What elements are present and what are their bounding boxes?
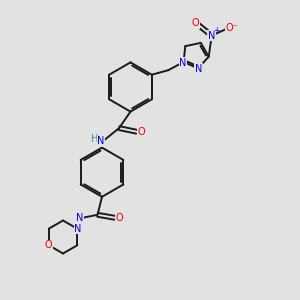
Text: N: N: [74, 224, 82, 234]
Text: O: O: [191, 18, 199, 28]
Text: O: O: [137, 127, 145, 137]
Text: N: N: [98, 136, 105, 146]
Text: +: +: [213, 26, 219, 35]
Text: N: N: [208, 31, 215, 40]
Text: N: N: [179, 58, 187, 68]
Text: O: O: [116, 213, 123, 223]
Text: N: N: [195, 64, 202, 74]
Text: N: N: [76, 213, 83, 223]
Text: H: H: [92, 134, 99, 144]
Text: O⁻: O⁻: [226, 22, 238, 32]
Text: O: O: [44, 240, 52, 250]
